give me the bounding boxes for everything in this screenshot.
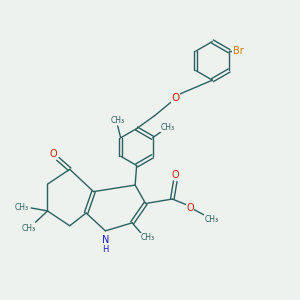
Text: O: O xyxy=(50,148,57,159)
Text: CH₃: CH₃ xyxy=(14,203,28,212)
Text: CH₃: CH₃ xyxy=(205,215,219,224)
Text: CH₃: CH₃ xyxy=(111,116,125,125)
Text: O: O xyxy=(186,203,194,213)
Text: Br: Br xyxy=(233,46,243,56)
Text: N: N xyxy=(102,236,109,245)
Text: CH₃: CH₃ xyxy=(141,233,155,242)
Text: O: O xyxy=(171,93,179,103)
Text: O: O xyxy=(172,170,179,180)
Text: CH₃: CH₃ xyxy=(160,123,175,132)
Text: H: H xyxy=(102,245,109,254)
Text: CH₃: CH₃ xyxy=(22,224,36,233)
